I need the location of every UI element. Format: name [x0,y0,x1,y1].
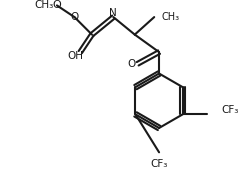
Text: OH: OH [68,51,83,61]
Text: CH₃: CH₃ [35,0,54,10]
Text: O: O [128,59,136,69]
Text: O: O [70,12,79,22]
Text: CF₃: CF₃ [222,105,239,115]
Text: CH₃: CH₃ [162,12,180,22]
Text: O: O [53,0,61,10]
Text: CF₃: CF₃ [150,159,168,169]
Text: N: N [109,8,117,18]
